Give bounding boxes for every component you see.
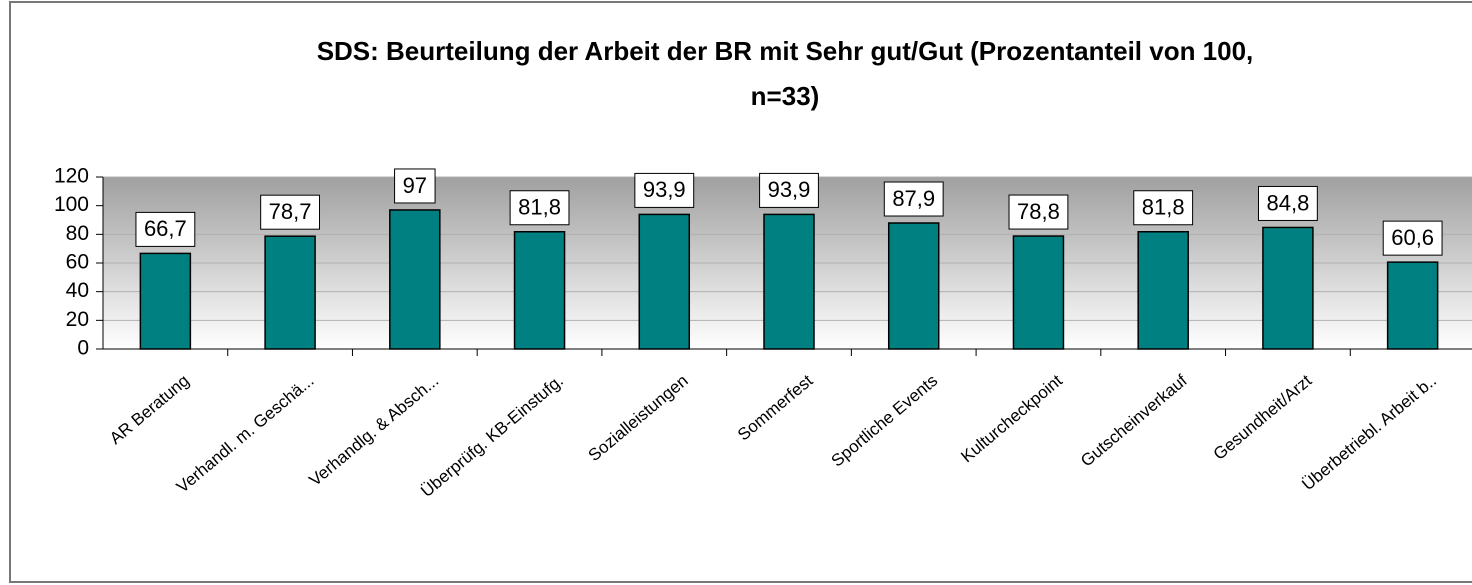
value-label: 60,6 (1391, 225, 1434, 250)
bar (1262, 226, 1314, 350)
bar (139, 252, 192, 350)
value-label-box (260, 194, 321, 230)
value-label-box (634, 172, 695, 208)
value-label: 93,9 (768, 177, 811, 202)
value-label-box (394, 168, 436, 204)
value-label: 78,7 (269, 199, 312, 224)
y-tick-label: 40 (66, 279, 89, 302)
value-label-box (883, 181, 944, 217)
bar (513, 231, 566, 350)
bar (1386, 261, 1439, 350)
value-label: 97 (403, 173, 427, 198)
value-label-box (1133, 190, 1194, 226)
bar (1137, 231, 1189, 350)
bar (638, 213, 691, 350)
chart-title: SDS: Beurteilung der Arbeit der BR mit S… (317, 36, 1254, 66)
value-label: 87,9 (892, 186, 935, 211)
y-tick-label: 80 (66, 222, 89, 245)
y-tick-label: 60 (66, 251, 89, 274)
y-tick-label: 120 (54, 165, 89, 188)
value-label-box (1257, 185, 1318, 221)
y-tick-label: 100 (54, 193, 89, 216)
bar (389, 209, 441, 350)
value-label: 81,8 (1142, 195, 1185, 220)
value-label: 66,7 (144, 216, 187, 241)
value-label: 81,8 (518, 195, 561, 220)
value-label: 93,9 (643, 177, 686, 202)
bar (264, 235, 316, 350)
bar (887, 222, 940, 350)
value-label-box (759, 172, 819, 208)
y-tick-label: 0 (77, 337, 89, 360)
value-label: 84,8 (1266, 190, 1309, 215)
bar (763, 213, 815, 350)
value-label-box (509, 190, 570, 226)
bar (1012, 235, 1065, 350)
value-label-box (1382, 220, 1443, 256)
y-tick-label: 20 (66, 308, 89, 331)
value-label: 78,8 (1017, 199, 1060, 224)
value-label-box (1008, 194, 1069, 230)
value-label-box (135, 211, 196, 247)
chart-title: n=33) (751, 81, 820, 111)
